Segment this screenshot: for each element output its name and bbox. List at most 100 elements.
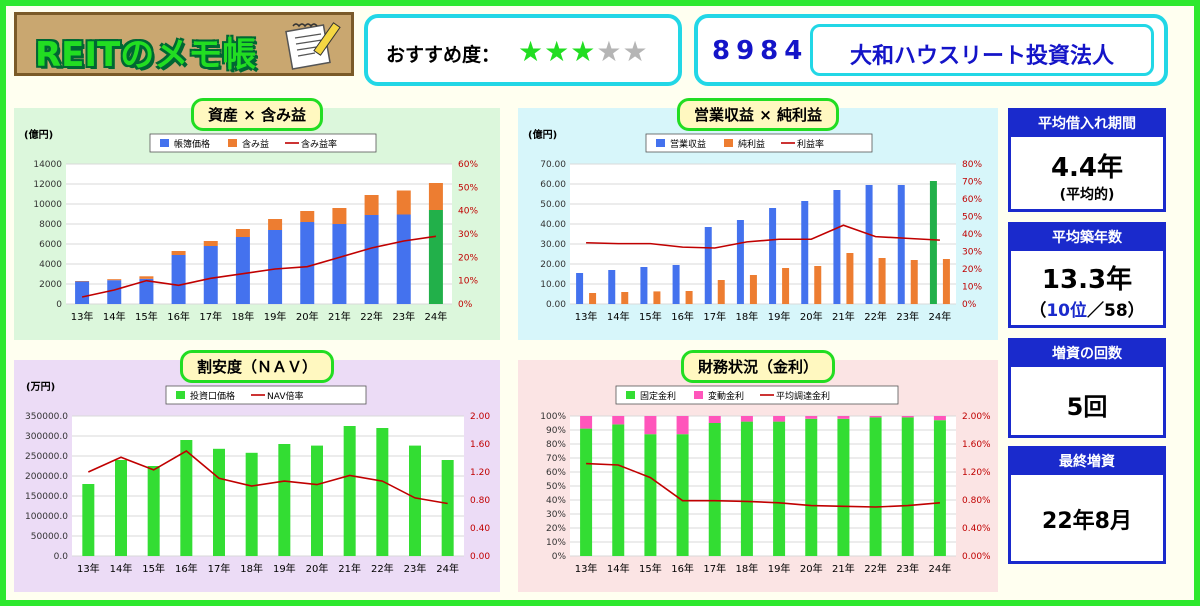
bar-純利益 [878,258,886,304]
line-平均調達金利 [586,462,940,508]
y2-tick-label: 0.00 [470,552,490,562]
bar-含み益 [396,190,411,215]
finance-chart: 0% 10% 20% 30% 40% 50% 60% 70% 80% 90% 100% 0.00% 0.… [540,385,991,575]
x-tick-label: 15年 [639,562,662,575]
x-tick-label: 16年 [175,562,198,575]
finance-chart-title: 財務状況（金利） [680,350,836,383]
legend-label: 含み益 [242,138,269,150]
legend-label: NAV倍率 [267,390,303,402]
bar-帳簿価格 [203,246,218,304]
stat-title: 平均築年数 [1011,225,1163,251]
bar-営業収益 [736,220,744,304]
y-tick-label: 30.00 [540,240,566,250]
legend-label: 固定金利 [640,390,676,402]
legend-box [149,133,377,153]
bar-営業収益 [801,201,809,304]
bar-固定金利 [580,428,593,556]
bar-帳簿価格 [332,224,347,304]
stat-title: 増資の回数 [1011,341,1163,367]
x-tick-label: 19年 [768,562,791,575]
x-tick-label: 22年 [371,562,394,575]
bar-固定金利 [740,421,753,556]
y2-tick-label: 60% [962,195,982,205]
bar-純利益 [685,291,693,304]
y-tick-label: 200000.0 [25,472,68,482]
bar-投資口価格 [441,460,454,556]
plot-area [72,416,464,556]
x-tick-label: 14年 [103,310,126,323]
reit-name: 大和ハウスリート投資法人 [849,44,1114,69]
bar-含み益 [428,183,443,210]
x-tick-label: 21年 [338,562,361,575]
unit-label: (億円) [24,128,53,141]
legend-label: 含み益率 [301,138,337,150]
legend-label: 純利益 [738,138,765,150]
bar-帳簿価格 [171,255,186,304]
y-tick-label: 350000.0 [25,412,68,422]
bar-含み益 [268,219,283,230]
stat-note: (平均的) [1059,187,1115,203]
x-tick-label: 14年 [110,562,133,575]
bar-純利益 [749,275,757,304]
x-tick-label: 13年 [71,310,94,323]
bar-変動金利 [869,416,882,418]
rating-stars: ★★★★★ [518,35,649,68]
x-tick-label: 18年 [232,310,255,323]
star-empty-icon: ★ [596,35,623,68]
unit-label: (億円) [528,128,557,141]
x-tick-label: 23年 [896,310,919,323]
x-tick-label: 13年 [575,562,598,575]
legend-label: 変動金利 [708,390,744,402]
legend-swatch [626,391,635,399]
bar-営業収益 [672,265,680,304]
stat-rank-close: ） [1127,301,1145,321]
x-tick-label: 23年 [896,562,919,575]
y2-tick-label: 2.00 [470,412,490,422]
bar-固定金利 [676,434,689,556]
bar-営業収益 [833,190,841,304]
y2-tick-label: 10% [458,277,478,287]
bar-帳簿価格 [268,230,283,304]
stat-value: 5回 [1066,393,1108,421]
stat-title: 平均借入れ期間 [1011,111,1163,137]
y-tick-label: 100% [540,412,566,422]
y-tick-label: 250000.0 [25,452,68,462]
bar-営業収益 [769,208,777,304]
y-tick-label: 14000 [33,160,62,170]
y-tick-label: 60.00 [540,180,566,190]
y2-tick-label: 10% [962,283,982,293]
bar-投資口価格 [409,445,421,556]
y2-tick-label: 40% [458,207,478,217]
reit-id-box: 8984 大和ハウスリート投資法人 [694,14,1168,86]
legend-swatch [724,139,733,147]
x-tick-label: 19年 [264,310,287,323]
revenue-chart-panel: 0.00 10.00 20.00 30.00 40.00 50.00 60.00 70.00 0… [518,98,998,340]
bar-投資口価格 [278,444,291,556]
y-tick-label: 2000 [39,280,62,290]
x-tick-label: 17年 [703,310,726,323]
stat-title: 最終増資 [1011,449,1163,475]
x-tick-label: 18年 [736,310,759,323]
bar-固定金利 [933,420,946,556]
bar-帳簿価格 [396,214,411,304]
rating-label: おすすめ度： [386,44,501,66]
bar-変動金利 [612,416,625,425]
reit-code: 8984 [712,36,809,66]
x-tick-label: 13年 [575,310,598,323]
x-tick-label: 22年 [360,310,383,323]
bar-帳簿価格 [428,210,443,304]
bar-変動金利 [676,416,689,435]
y-tick-label: 0 [56,300,62,310]
revenue-chart: 0.00 10.00 20.00 30.00 40.00 50.00 60.00 70.00 0… [528,128,982,323]
nav-chart: 0.0 50000.0 100000.0 150000.0 200000.0 250000… [25,381,490,575]
x-tick-label: 21年 [832,562,855,575]
y-tick-label: 0.00 [546,300,566,310]
bar-帳簿価格 [300,222,315,304]
stat-rank-total: 58 [1104,301,1128,321]
y2-tick-label: 0.40 [470,524,490,534]
legend-swatch [694,391,703,399]
bar-帳簿価格 [235,237,250,304]
star-filled-icon: ★ [544,35,571,68]
y-tick-label: 10.00 [540,280,566,290]
y-tick-label: 70% [546,454,566,464]
